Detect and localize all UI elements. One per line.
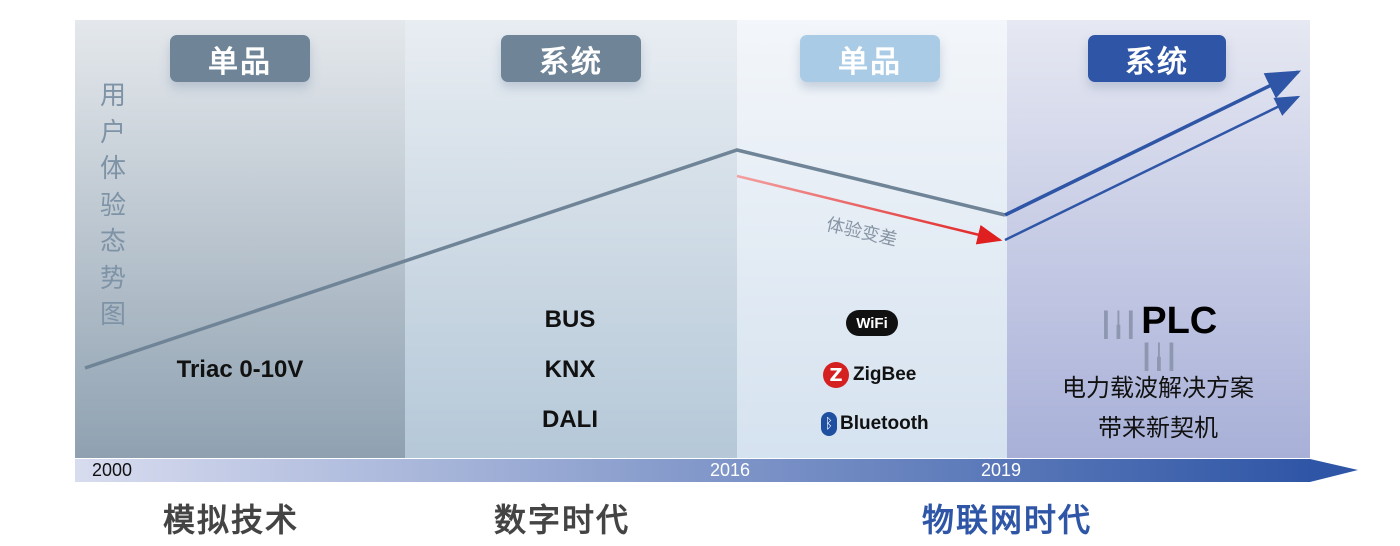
- tech-triac: Triac 0-10V: [176, 356, 304, 383]
- plc-description-line2: 带来新契机: [1098, 414, 1218, 442]
- year-2016: 2016: [710, 460, 751, 480]
- timeline-bar: [75, 459, 1310, 482]
- badge-single-1: 单品: [170, 35, 310, 82]
- era-digital: 数字时代: [494, 501, 631, 539]
- growth-arrow-upper: [1004, 70, 1302, 217]
- tech-bus: BUS: [544, 306, 596, 333]
- timeline-arrowhead: [1310, 459, 1358, 482]
- plc-wave-icon: ┃╽┃: [1098, 311, 1138, 339]
- bluetooth-logo: ᛒ Bluetooth: [821, 412, 929, 436]
- zigbee-logo: Z ZigBee: [823, 362, 916, 388]
- zigbee-icon: Z: [823, 362, 849, 388]
- wifi-logo: WiFi: [846, 310, 898, 336]
- plc-logo: ┃╽┃ PLC ┃╽┃: [1090, 300, 1226, 371]
- decline-arrow: [736, 174, 1003, 245]
- wifi-logo-text: WiFi: [856, 314, 888, 332]
- y-axis-label: 用户体验态势图: [99, 81, 126, 330]
- badge-system-1: 系统: [501, 35, 641, 82]
- bluetooth-icon: ᛒ: [821, 412, 837, 436]
- badge-system-2: 系统: [1088, 35, 1226, 82]
- year-2019: 2019: [981, 460, 1022, 480]
- panel-iot-system: [1007, 20, 1310, 458]
- era-analog: 模拟技术: [163, 501, 300, 539]
- panel-iot-single: [737, 20, 1007, 458]
- growth-arrow-lower: [1004, 95, 1301, 242]
- tech-knx: KNX: [544, 356, 596, 383]
- panel-analog: [75, 20, 405, 458]
- plc-description-line1: 电力载波解决方案: [1062, 374, 1254, 402]
- plc-wave-icon-right: ┃╽┃: [1139, 343, 1178, 371]
- badge-single-2: 单品: [800, 35, 940, 82]
- zigbee-logo-text: ZigBee: [853, 364, 917, 385]
- panel-digital: [405, 20, 737, 458]
- year-2000: 2000: [92, 460, 133, 480]
- era-iot: 物联网时代: [922, 501, 1093, 539]
- bluetooth-logo-text: Bluetooth: [840, 413, 929, 434]
- experience-trend-line: [84, 148, 1006, 370]
- tech-dali: DALI: [542, 406, 598, 433]
- plc-logo-text: PLC: [1141, 300, 1218, 342]
